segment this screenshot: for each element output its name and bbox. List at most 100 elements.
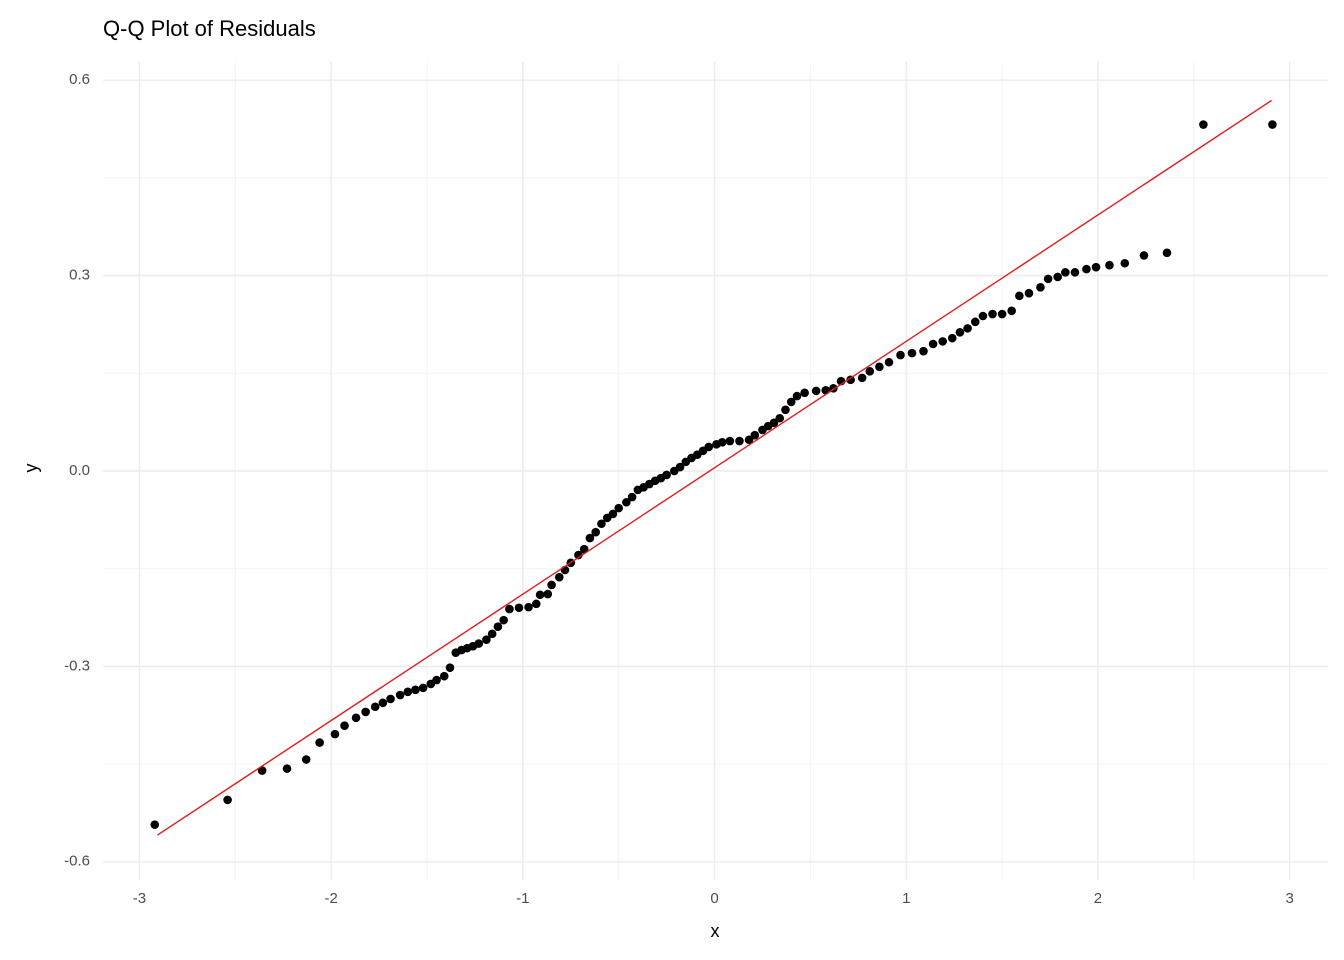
- point: [970, 317, 980, 327]
- point: [591, 527, 600, 537]
- point: [514, 603, 524, 613]
- point: [301, 755, 311, 764]
- point: [340, 721, 349, 730]
- point: [627, 492, 637, 502]
- point: [574, 550, 583, 560]
- point: [907, 348, 917, 358]
- y-tick-label: 0.0: [69, 462, 90, 479]
- point: [750, 430, 760, 440]
- point: [857, 373, 867, 383]
- point: [395, 690, 405, 700]
- point: [988, 309, 997, 319]
- point: [150, 820, 160, 829]
- point: [928, 339, 938, 349]
- y-tick-label: -0.3: [64, 657, 90, 674]
- x-tick-label: -1: [516, 890, 529, 907]
- x-axis-label: x: [711, 921, 720, 941]
- point: [282, 764, 292, 773]
- point: [725, 436, 735, 446]
- point: [1015, 291, 1024, 301]
- point: [875, 362, 884, 372]
- point: [257, 766, 267, 775]
- point: [482, 635, 491, 644]
- point: [361, 707, 370, 717]
- point: [1162, 248, 1172, 258]
- x-tick-label: -3: [133, 890, 146, 907]
- point: [411, 685, 420, 695]
- point: [474, 639, 484, 648]
- chart-title: Q-Q Plot of Residuals: [103, 16, 316, 41]
- point: [955, 327, 965, 337]
- point: [547, 580, 556, 590]
- point: [884, 357, 894, 367]
- point: [1105, 260, 1114, 270]
- y-tick-label: 0.6: [69, 71, 90, 88]
- point: [675, 462, 685, 472]
- point: [1091, 262, 1101, 272]
- point: [1007, 306, 1016, 316]
- point: [597, 519, 606, 529]
- point: [781, 405, 790, 415]
- point: [487, 629, 497, 639]
- point: [493, 622, 503, 631]
- point: [744, 435, 754, 445]
- point: [499, 615, 508, 625]
- point: [978, 311, 988, 321]
- point: [662, 470, 671, 480]
- point: [432, 675, 441, 685]
- point: [997, 309, 1007, 319]
- point: [543, 589, 553, 599]
- point: [865, 367, 875, 376]
- point: [1061, 268, 1070, 277]
- point: [579, 544, 589, 554]
- point: [370, 702, 380, 712]
- y-axis-label: y: [21, 464, 41, 473]
- point: [947, 333, 957, 343]
- point: [717, 438, 727, 447]
- point: [1043, 274, 1053, 284]
- x-tick-label: -2: [324, 890, 337, 907]
- x-tick-label: 2: [1094, 890, 1102, 907]
- point: [622, 497, 631, 507]
- point: [614, 503, 623, 513]
- point: [1268, 120, 1277, 129]
- point: [775, 413, 785, 423]
- point: [608, 509, 618, 519]
- point: [800, 388, 809, 398]
- point: [585, 533, 595, 543]
- point: [938, 337, 947, 346]
- point: [792, 391, 802, 401]
- point: [704, 442, 714, 452]
- point: [735, 436, 744, 446]
- point: [769, 418, 779, 428]
- point: [439, 671, 449, 681]
- point: [445, 663, 455, 672]
- point: [524, 602, 533, 612]
- point: [351, 713, 361, 723]
- point: [378, 698, 388, 708]
- x-tick-label: 3: [1285, 890, 1293, 907]
- x-tick-label: 0: [710, 890, 718, 907]
- point: [919, 346, 928, 356]
- point: [330, 729, 340, 739]
- y-tick-label: 0.3: [69, 267, 90, 284]
- point: [386, 694, 395, 704]
- point: [1036, 283, 1045, 292]
- plot-area: [150, 99, 1277, 836]
- point: [223, 795, 232, 805]
- point: [846, 375, 855, 385]
- point: [1120, 258, 1130, 268]
- x-tick-label: 1: [902, 890, 910, 907]
- point: [1199, 120, 1208, 129]
- point: [811, 386, 821, 396]
- point: [535, 590, 545, 600]
- point: [1024, 288, 1034, 298]
- point: [1053, 272, 1062, 282]
- point: [554, 572, 564, 582]
- point: [1082, 264, 1091, 274]
- point: [963, 324, 972, 333]
- point: [1139, 251, 1149, 260]
- point: [786, 397, 796, 407]
- point: [505, 604, 514, 614]
